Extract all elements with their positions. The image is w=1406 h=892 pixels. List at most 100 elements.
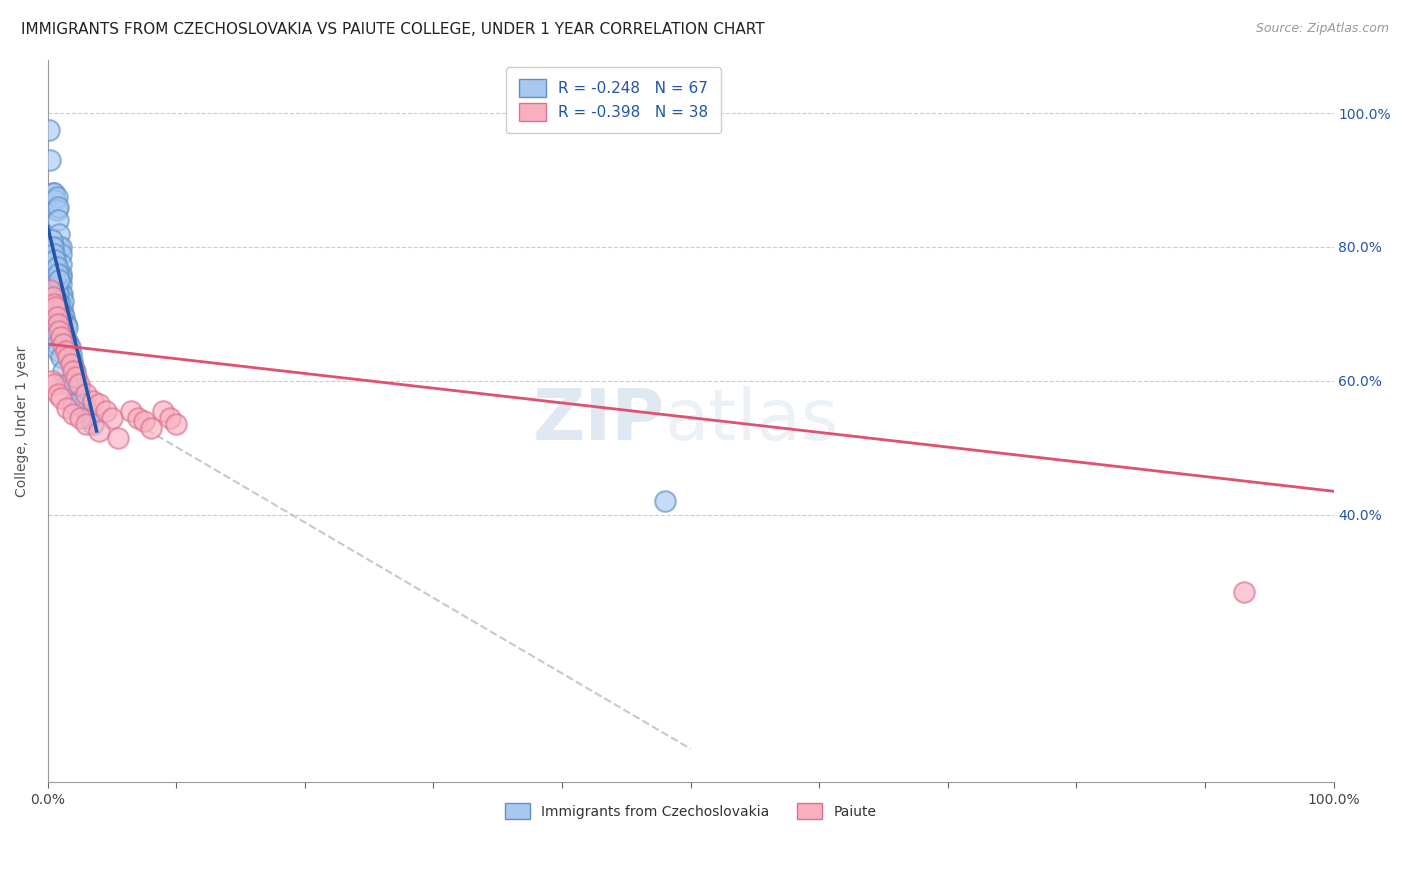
Point xyxy=(75,387,97,401)
Point xyxy=(46,267,69,281)
Point xyxy=(52,293,75,308)
Point xyxy=(45,190,67,204)
Text: Source: ZipAtlas.com: Source: ZipAtlas.com xyxy=(1256,22,1389,36)
Point xyxy=(55,317,77,331)
Point xyxy=(48,227,70,241)
Point xyxy=(65,370,87,384)
Point xyxy=(52,337,75,351)
Point xyxy=(46,387,69,401)
Point xyxy=(46,317,69,331)
Point xyxy=(46,213,69,227)
Legend: Immigrants from Czechoslovakia, Paiute: Immigrants from Czechoslovakia, Paiute xyxy=(498,796,883,826)
Point xyxy=(69,387,91,401)
Point xyxy=(67,380,90,394)
Point xyxy=(159,410,181,425)
Point xyxy=(44,246,66,260)
Point xyxy=(75,404,97,418)
Point xyxy=(152,404,174,418)
Point xyxy=(45,260,67,274)
Point xyxy=(49,267,72,281)
Point xyxy=(139,420,162,434)
Point xyxy=(44,330,66,344)
Point xyxy=(41,310,63,325)
Point xyxy=(72,393,94,408)
Point xyxy=(62,407,84,421)
Point xyxy=(46,293,69,308)
Point xyxy=(42,290,65,304)
Point xyxy=(44,300,66,314)
Point xyxy=(1232,584,1254,599)
Point xyxy=(44,377,66,392)
Point xyxy=(73,397,96,411)
Point xyxy=(41,374,63,388)
Point xyxy=(67,377,90,392)
Point xyxy=(42,240,65,254)
Point xyxy=(49,351,72,365)
Point xyxy=(49,257,72,271)
Point xyxy=(65,374,87,388)
Point xyxy=(46,286,69,301)
Point xyxy=(44,270,66,285)
Point xyxy=(53,310,76,325)
Text: ZIP: ZIP xyxy=(533,386,665,456)
Point xyxy=(59,357,82,371)
Point xyxy=(62,364,84,378)
Point xyxy=(48,297,70,311)
Point xyxy=(49,246,72,260)
Point xyxy=(62,360,84,375)
Point xyxy=(44,324,66,338)
Point xyxy=(44,193,66,207)
Text: IMMIGRANTS FROM CZECHOSLOVAKIA VS PAIUTE COLLEGE, UNDER 1 YEAR CORRELATION CHART: IMMIGRANTS FROM CZECHOSLOVAKIA VS PAIUTE… xyxy=(21,22,765,37)
Point xyxy=(75,417,97,432)
Point xyxy=(52,307,75,321)
Point xyxy=(41,233,63,247)
Point xyxy=(134,414,156,428)
Point xyxy=(49,330,72,344)
Point xyxy=(69,410,91,425)
Point xyxy=(59,340,82,354)
Point xyxy=(38,123,60,137)
Point xyxy=(51,286,73,301)
Point xyxy=(51,300,73,314)
Point xyxy=(42,317,65,331)
Point xyxy=(48,303,70,318)
Point xyxy=(44,253,66,268)
Point xyxy=(62,397,84,411)
Point xyxy=(77,410,100,425)
Point xyxy=(46,200,69,214)
Point xyxy=(39,284,62,298)
Point xyxy=(49,286,72,301)
Point xyxy=(127,410,149,425)
Point xyxy=(46,343,69,358)
Point xyxy=(56,320,79,334)
Point xyxy=(49,277,72,291)
Text: atlas: atlas xyxy=(665,386,839,456)
Point xyxy=(94,404,117,418)
Point xyxy=(45,280,67,294)
Point xyxy=(58,337,80,351)
Point xyxy=(63,364,86,378)
Point xyxy=(107,431,129,445)
Point xyxy=(55,343,77,358)
Point xyxy=(101,410,124,425)
Point xyxy=(82,393,104,408)
Point xyxy=(56,334,79,348)
Point xyxy=(165,417,187,432)
Point xyxy=(89,397,111,411)
Point xyxy=(82,417,104,432)
Point xyxy=(49,240,72,254)
Point xyxy=(44,297,66,311)
Point xyxy=(49,391,72,405)
Point xyxy=(49,310,72,325)
Point xyxy=(44,267,66,281)
Point xyxy=(52,364,75,378)
Point xyxy=(45,337,67,351)
Point xyxy=(48,273,70,287)
Point xyxy=(60,353,83,368)
Point xyxy=(48,240,70,254)
Point xyxy=(49,270,72,285)
Y-axis label: College, Under 1 year: College, Under 1 year xyxy=(15,345,30,497)
Point xyxy=(44,186,66,201)
Point xyxy=(45,310,67,325)
Point xyxy=(56,377,79,392)
